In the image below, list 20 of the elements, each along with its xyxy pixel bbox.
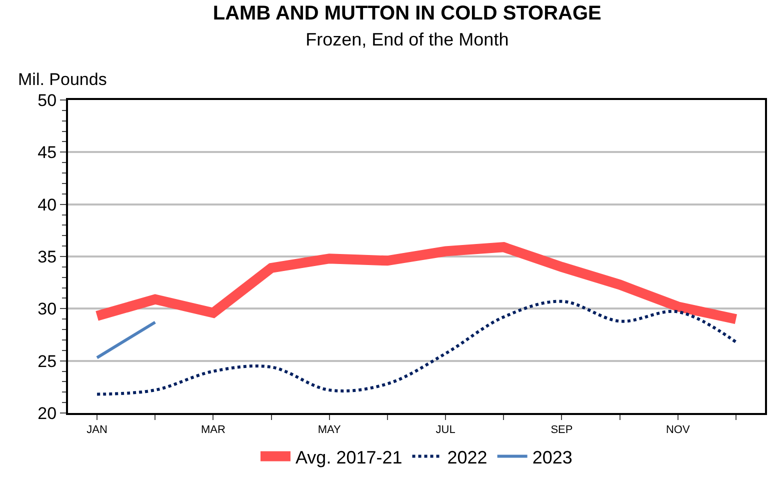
y-tick-label: 25 [38, 352, 57, 371]
y-tick-label: 50 [38, 90, 57, 110]
x-tick-label: JAN [86, 424, 108, 436]
legend-label: Avg. 2017-21 [296, 447, 402, 468]
x-tick-label: MAR [200, 424, 226, 436]
x-tick-label: MAY [318, 424, 342, 436]
y-axis-title: Mil. Pounds [18, 70, 107, 89]
x-tick-label: NOV [666, 424, 690, 436]
chart-subtitle: Frozen, End of the Month [306, 29, 509, 50]
x-tick-label: SEP [550, 424, 573, 436]
y-tick-label: 35 [38, 247, 57, 266]
y-tick-label: 20 [38, 404, 57, 423]
line-series [96, 300, 738, 396]
chart-title: LAMB AND MUTTON IN COLD STORAGE [212, 2, 602, 24]
y-tick-label: 45 [38, 143, 57, 162]
x-tick-label: JUL [436, 424, 456, 436]
y-tick-label: 30 [38, 300, 57, 319]
legend-label: 2023 [532, 447, 572, 468]
legend-label: 2022 [447, 447, 488, 468]
y-tick-label: 40 [38, 195, 57, 214]
